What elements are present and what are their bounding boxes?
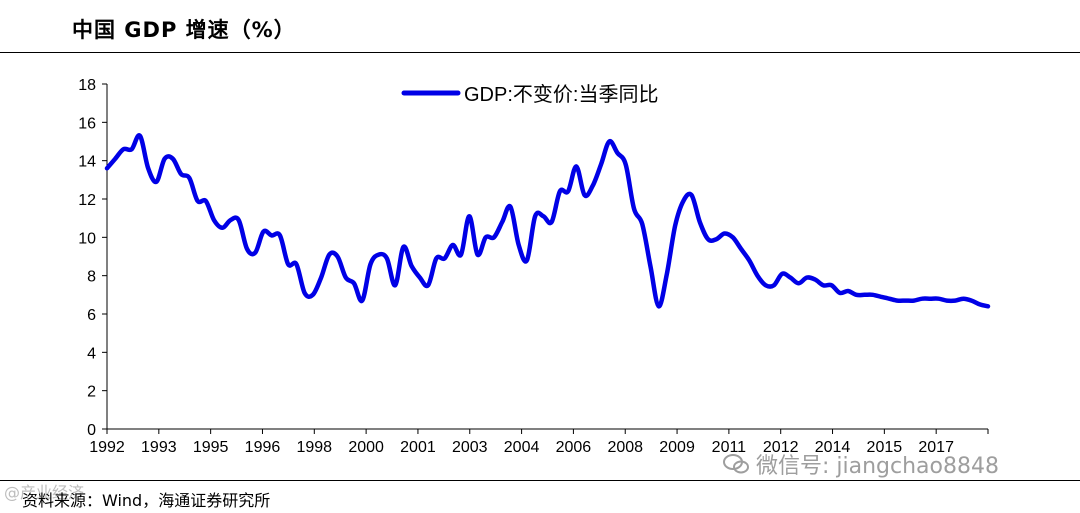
- legend-label: GDP:不变价:当季同比: [464, 83, 658, 106]
- y-tick-label: 18: [78, 77, 96, 94]
- x-tick-label: 2015: [867, 439, 903, 456]
- chart-title: 中国 GDP 增速（%）: [72, 18, 296, 42]
- watermark-left: @产业经济: [4, 483, 85, 502]
- y-tick-label: 12: [78, 192, 96, 209]
- x-tick-label: 2014: [815, 439, 851, 456]
- y-tick-label: 16: [78, 115, 96, 132]
- x-tick-label: 1992: [89, 439, 125, 456]
- x-tick-label: 1998: [296, 439, 332, 456]
- y-tick-label: 10: [78, 230, 96, 247]
- x-tick-label: 1995: [193, 439, 229, 456]
- watermark-wechat: 微信号: jiangchao8848: [722, 448, 999, 480]
- x-tick-label: 2000: [348, 439, 384, 456]
- y-tick-label: 4: [87, 345, 96, 362]
- y-tick-label: 8: [87, 269, 96, 286]
- bottom-rule: [0, 480, 1080, 481]
- x-tick-label: 2012: [763, 439, 799, 456]
- x-tick-label: 2004: [504, 439, 540, 456]
- x-tick-label: 1996: [245, 439, 281, 456]
- axes: [106, 84, 988, 430]
- x-tick-label: 2011: [712, 439, 747, 456]
- x-tick-label: 2001: [400, 439, 436, 456]
- x-tick-label: 1993: [141, 439, 177, 456]
- x-tick-label: 2017: [918, 439, 954, 456]
- y-tick-label: 0: [87, 422, 96, 439]
- series-line-gdp: [104, 133, 991, 309]
- top-rule: [0, 52, 1080, 53]
- x-tick-label: 2008: [607, 439, 643, 456]
- series-layer: [104, 133, 991, 309]
- x-tick-label: 2006: [556, 439, 592, 456]
- x-tick-label: 2003: [452, 439, 488, 456]
- y-tick-label: 2: [87, 384, 96, 401]
- source-note: 资料来源：Wind，海通证券研究所: [22, 491, 271, 510]
- y-tick-label: 6: [87, 307, 96, 324]
- y-tick-label: 14: [78, 154, 96, 171]
- legend: GDP:不变价:当季同比: [401, 83, 658, 106]
- y-ticks: 0 2 4 6 8 10 12 14 16 18: [78, 77, 107, 439]
- wechat-icon: [723, 454, 749, 474]
- x-tick-label: 2009: [659, 439, 695, 456]
- x-ticks: 1992 1993 1995 1996 1998 2000 2001 2003 2004 2006…: [89, 429, 989, 456]
- line-chart: 0 2 4 6 8 10 12 14 16 18 1992 1993 1995 1996 1998 2000…: [78, 77, 991, 456]
- watermark-wechat-text: 微信号: jiangchao8848: [756, 454, 999, 479]
